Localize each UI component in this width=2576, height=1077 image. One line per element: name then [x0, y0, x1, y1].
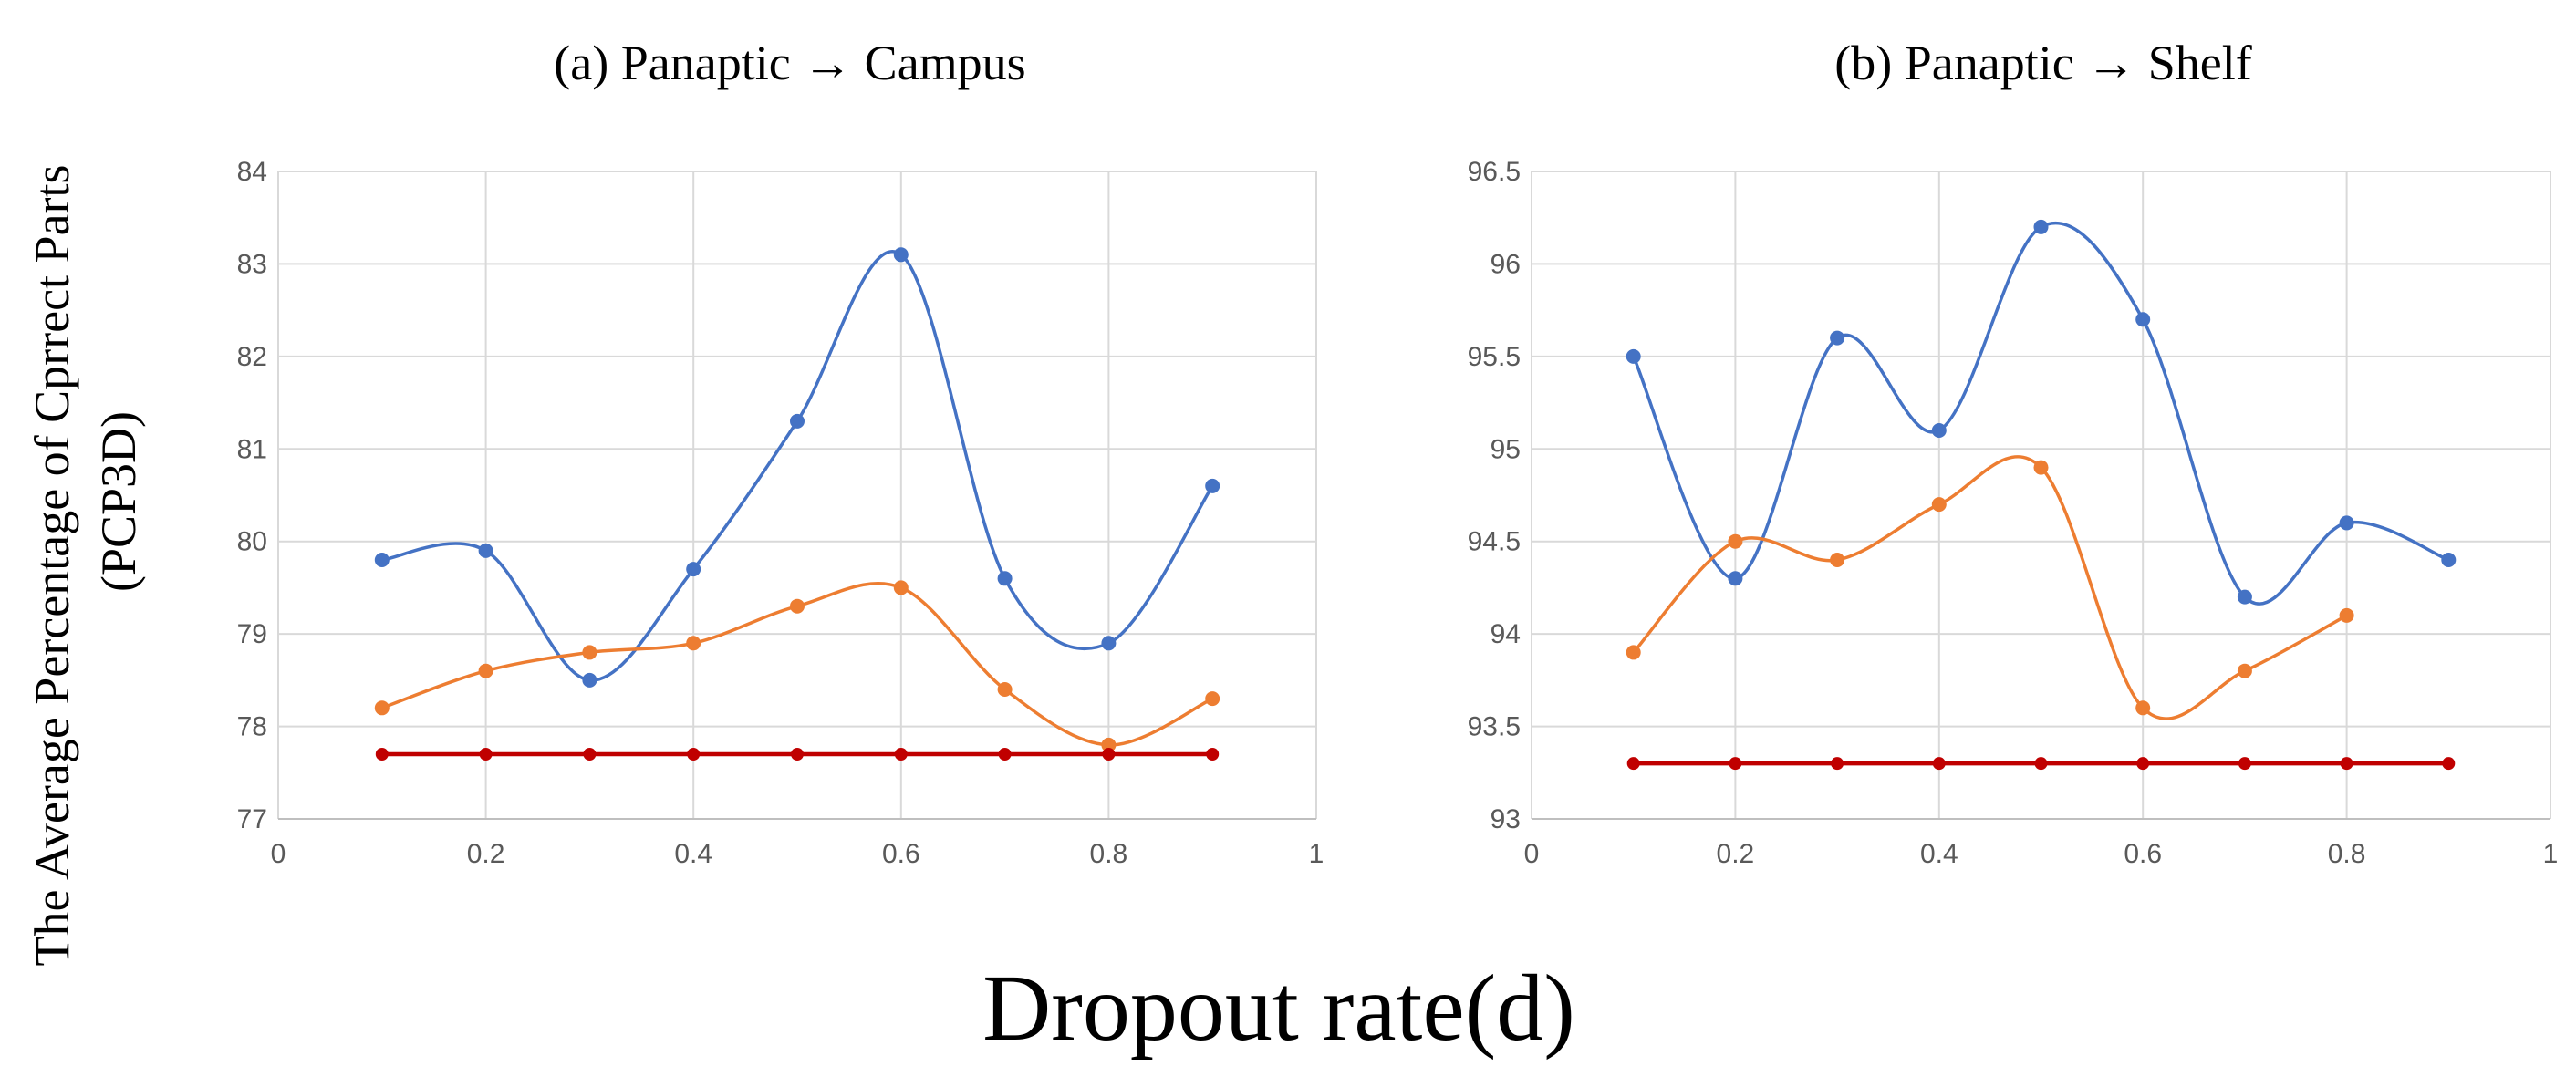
data-point-series-1: [1101, 636, 1117, 651]
data-point-series-2: [2237, 663, 2252, 678]
data-point-baseline: [583, 748, 597, 761]
y-tick-label: 93: [1491, 804, 1521, 834]
x-tick-label: 0.8: [1090, 839, 1128, 869]
x-tick-label: 0.8: [2328, 839, 2366, 869]
series-line-series-2: [1632, 455, 2348, 720]
data-point-baseline: [2442, 757, 2456, 771]
data-point-baseline: [687, 748, 701, 761]
y-tick-label: 95: [1491, 434, 1521, 464]
y-tick-label: 78: [237, 712, 267, 742]
x-tick-label: 0.2: [467, 839, 505, 869]
y-axis-label-line2: (PCP3D): [91, 411, 146, 592]
data-point-series-2: [1728, 533, 1743, 549]
data-point-series-2: [2135, 700, 2151, 716]
data-point-series-1: [1205, 478, 1220, 493]
data-point-baseline: [1729, 757, 1742, 771]
data-point-series-2: [686, 636, 701, 651]
data-point-series-1: [790, 413, 805, 429]
y-tick-label: 80: [237, 527, 267, 557]
x-tick-label: 0.6: [2124, 839, 2162, 869]
x-tick-label: 0.6: [882, 839, 920, 869]
data-point-series-1: [1626, 348, 1641, 364]
data-point-baseline: [1932, 757, 1946, 771]
y-tick-label: 84: [237, 157, 267, 187]
y-tick-label: 94.5: [1468, 527, 1521, 557]
y-tick-label: 81: [237, 434, 267, 464]
x-tick-label: 0: [1524, 839, 1540, 869]
data-point-series-2: [1626, 645, 1641, 660]
y-tick-label: 96.5: [1468, 157, 1521, 187]
data-point-baseline: [2238, 757, 2251, 771]
data-point-series-1: [2135, 312, 2151, 327]
data-point-series-2: [1931, 497, 1947, 513]
y-tick-label: 93.5: [1468, 712, 1521, 742]
data-point-baseline: [1102, 748, 1116, 761]
series-line-series-1: [381, 250, 1214, 682]
data-point-series-2: [374, 700, 390, 716]
data-point-baseline: [1626, 757, 1640, 771]
chart-b-panaptic-shelf: (b) Panaptic → Shelf 93 93.5 94 94.5 95 95.5 96…: [1468, 36, 2559, 869]
series-line-series-1: [1632, 221, 2449, 606]
data-point-baseline: [2034, 757, 2048, 771]
y-tick-label: 77: [237, 804, 267, 834]
x-tick-label: 1: [1309, 839, 1324, 869]
data-point-baseline: [2136, 757, 2150, 771]
data-point-series-1: [582, 672, 597, 688]
data-point-baseline: [375, 748, 389, 761]
x-tick-label: 0.2: [1717, 839, 1755, 869]
data-point-baseline: [1831, 757, 1844, 771]
x-tick-label: 0.4: [674, 839, 712, 869]
data-point-series-1: [2441, 553, 2457, 567]
data-point-series-2: [1205, 691, 1220, 707]
data-point-baseline: [894, 748, 908, 761]
x-axis-label: Dropout rate(d): [982, 956, 1575, 1061]
x-tick-label: 1: [2543, 839, 2559, 869]
data-point-series-1: [2339, 515, 2354, 531]
data-point-series-1: [374, 553, 390, 567]
data-point-series-1: [1931, 423, 1947, 438]
data-point-series-2: [893, 580, 909, 595]
data-point-series-1: [2237, 589, 2252, 605]
data-point-baseline: [998, 748, 1012, 761]
x-tick-label: 0: [271, 839, 286, 869]
y-tick-label: 96: [1491, 249, 1521, 279]
data-point-series-2: [1101, 737, 1117, 752]
data-point-series-2: [2339, 607, 2354, 623]
data-point-series-1: [893, 247, 909, 263]
data-point-baseline: [1206, 748, 1220, 761]
chart-b-title: (b) Panaptic → Shelf: [1834, 36, 2251, 90]
data-point-baseline: [2340, 757, 2353, 771]
y-tick-label: 83: [237, 249, 267, 279]
chart-a-panaptic-campus: (a) Panaptic → Campus 77 78 79 80 81 82 83 84 0 0.…: [237, 36, 1324, 869]
y-axis-label-line1: The Average Percentage of Cprrect Parts: [25, 164, 79, 966]
data-point-series-1: [2033, 219, 2049, 234]
data-point-series-2: [2033, 460, 2049, 475]
y-tick-label: 95.5: [1468, 342, 1521, 372]
data-point-baseline: [479, 748, 493, 761]
data-point-series-1: [997, 571, 1013, 586]
data-point-series-2: [582, 645, 597, 660]
x-tick-label: 0.4: [1920, 839, 1958, 869]
data-point-series-2: [478, 663, 493, 678]
data-point-series-1: [478, 543, 493, 558]
data-point-series-1: [1830, 330, 1845, 346]
data-point-series-1: [686, 562, 701, 577]
data-point-series-2: [1830, 553, 1845, 567]
data-point-series-2: [790, 598, 805, 614]
y-tick-label: 94: [1491, 619, 1521, 649]
data-point-series-2: [997, 682, 1013, 697]
y-tick-label: 79: [237, 619, 267, 649]
chart-a-title: (a) Panaptic → Campus: [554, 36, 1025, 90]
y-tick-label: 82: [237, 342, 267, 372]
data-point-series-1: [1728, 571, 1743, 586]
data-point-baseline: [791, 748, 804, 761]
